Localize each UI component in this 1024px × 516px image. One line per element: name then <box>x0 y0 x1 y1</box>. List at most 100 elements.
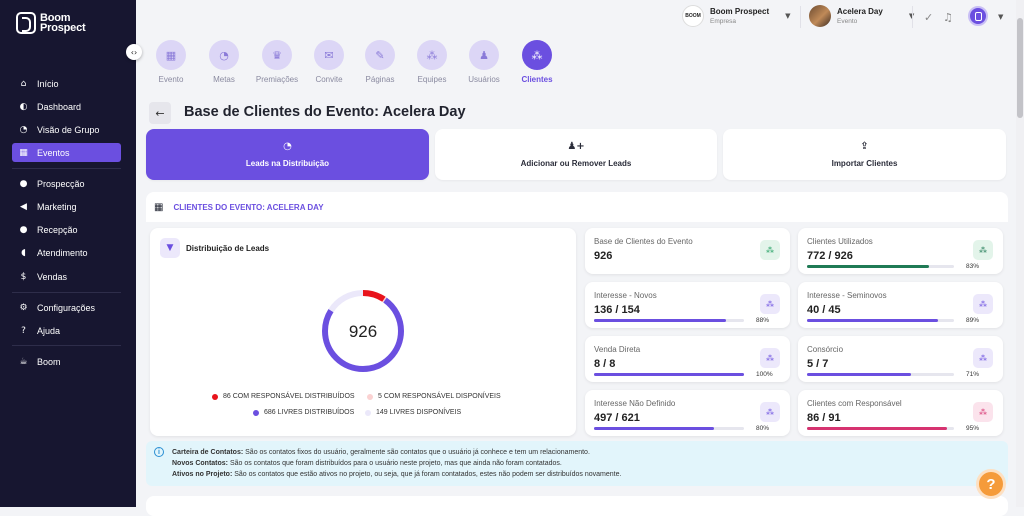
sidebar-item-label: Prospecção <box>37 178 85 189</box>
users-icon: ⁂ <box>760 240 780 260</box>
info-row: Novos Contatos: São os contatos que fora… <box>172 460 562 467</box>
section-header: ▦ CLIENTES DO EVENTO: ACELERA DAY <box>146 192 1008 222</box>
sidebar-item-visao-de-grupo[interactable]: ◔ Visão de Grupo <box>12 120 121 139</box>
distribution-title: Distribuição de Leads <box>186 243 270 253</box>
collapse-sidebar-button[interactable]: ‹› <box>126 44 142 60</box>
users-icon: ⁂ <box>760 294 780 314</box>
step-icon: ✎ <box>365 40 395 70</box>
progress-fill <box>807 265 929 268</box>
tab-importar-clientes[interactable]: ⇪ Importar Clientes <box>723 129 1006 180</box>
company-name: Boom Prospect <box>710 7 770 16</box>
stat-label: Venda Direta <box>594 345 641 354</box>
bell-icon[interactable]: ♫ <box>943 11 953 24</box>
stat-value: 926 <box>594 250 613 262</box>
sidebar-item-label: Visão de Grupo <box>37 124 100 135</box>
brand-line1: Boom <box>40 12 71 24</box>
stat-value: 40 / 45 <box>807 304 841 316</box>
progress-percent: 83% <box>966 263 980 270</box>
event-avatar <box>809 5 831 27</box>
user-avatar[interactable] <box>968 6 988 26</box>
sidebar-item-marketing[interactable]: ◀ Marketing <box>12 197 121 216</box>
topbar: BOOM Boom Prospect Empresa ▼ Acelera Day… <box>136 0 1016 34</box>
nav-divider <box>12 345 121 346</box>
back-button[interactable]: ← <box>149 102 171 124</box>
step-label: Metas <box>213 75 235 84</box>
event-name: Acelera Day <box>837 7 883 16</box>
sidebar-item-eventos[interactable]: ▦ Eventos <box>12 143 121 162</box>
step-usuarios[interactable]: ♟ Usuários <box>461 40 507 84</box>
info-icon: i <box>154 447 164 457</box>
sidebar-item-label: Ajuda <box>37 325 61 336</box>
users-icon: ⁂ <box>973 294 993 314</box>
legend-item: 86 COM RESPONSÁVEL DISTRIBUÍDOS <box>212 393 355 400</box>
step-premiacoes[interactable]: ♛ Premiações <box>254 40 300 84</box>
calendar-icon: ▦ <box>19 147 28 158</box>
sidebar-item-atendimento[interactable]: ◖ Atendimento <box>12 243 121 262</box>
stat-card: Clientes com Responsável 86 / 91 ⁂ 95% <box>798 390 1003 436</box>
question-icon: ? <box>21 325 26 336</box>
event-selector[interactable]: Acelera Day Evento ▼ <box>809 5 914 27</box>
info-box: i Carteira de Contatos: São os contatos … <box>146 441 1008 486</box>
brand-logo[interactable]: Boom Prospect <box>16 12 86 34</box>
location-icon: ● <box>19 224 28 235</box>
step-label: Clientes <box>521 75 553 84</box>
sidebar-item-label: Atendimento <box>37 247 88 258</box>
sidebar-item-boom[interactable]: ☕ Boom <box>12 352 121 371</box>
progress-bar <box>807 319 954 322</box>
page-title: Base de Clientes do Evento: Acelera Day <box>184 104 466 120</box>
progress-fill <box>807 427 947 430</box>
stat-value: 86 / 91 <box>807 412 841 424</box>
progress-bar <box>807 373 954 376</box>
progress-fill <box>594 427 714 430</box>
event-type: Evento <box>837 18 858 25</box>
step-paginas[interactable]: ✎ Páginas <box>357 40 403 84</box>
section-label: CLIENTES DO EVENTO: ACELERA DAY <box>173 202 324 212</box>
stat-label: Clientes Utilizados <box>807 237 873 246</box>
sidebar-item-label: Boom <box>37 356 61 367</box>
sidebar-item-label: Início <box>37 78 59 89</box>
tab-leads-distribuicao[interactable]: ◔ Leads na Distribuição <box>146 129 429 180</box>
step-clientes[interactable]: ⁂ Clientes <box>514 40 560 84</box>
sidebar-item-label: Configurações <box>37 302 96 313</box>
funnel-icon: ▼ <box>160 238 180 258</box>
sidebar-item-prospeccao[interactable]: ● Prospecção <box>12 174 121 193</box>
sidebar-item-ajuda[interactable]: ? Ajuda <box>12 321 121 340</box>
donut-total: 926 <box>349 322 377 341</box>
sidebar-item-dashboard[interactable]: ◐ Dashboard <box>12 97 121 116</box>
progress-fill <box>807 319 938 322</box>
progress-percent: 100% <box>756 371 773 378</box>
step-label: Usuários <box>468 75 500 84</box>
step-convite[interactable]: ✉ Convite <box>306 40 352 84</box>
stat-card: Venda Direta 8 / 8 ⁂ 100% <box>585 336 790 382</box>
sidebar-item-configuracoes[interactable]: ⚙ Configurações <box>12 298 121 317</box>
step-metas[interactable]: ◔ Metas <box>201 40 247 84</box>
legend-item: 686 LIVRES DISTRIBUÍDOS <box>253 409 354 416</box>
page-scrollbar[interactable] <box>1016 0 1024 507</box>
upload-icon: ⇪ <box>860 141 869 152</box>
company-selector[interactable]: BOOM Boom Prospect Empresa ▼ <box>682 5 791 27</box>
legend-dot-icon <box>365 409 371 416</box>
company-logo: BOOM <box>682 5 704 27</box>
progress-percent: 80% <box>756 425 770 432</box>
tab-adicionar-remover-leads[interactable]: ♟+ Adicionar ou Remover Leads <box>435 129 717 180</box>
legend-label: 5 COM RESPONSÁVEL DISPONÍVEIS <box>378 393 501 400</box>
stat-card: Interesse Não Definido 497 / 621 ⁂ 80% <box>585 390 790 436</box>
check-circle-icon[interactable]: ✓ <box>924 11 934 24</box>
brand-line2: Prospect <box>40 22 86 34</box>
user-menu-chevron-icon[interactable]: ▼ <box>998 13 1004 21</box>
scrollbar-thumb[interactable] <box>1017 18 1023 118</box>
sidebar-item-label: Recepção <box>37 224 78 235</box>
calendar-icon: ▦ <box>154 201 164 213</box>
sidebar: Boom Prospect ⌂ Início ◐ Dashboard ◔ Visão de… <box>0 0 136 507</box>
help-button[interactable]: ? <box>976 469 1006 499</box>
home-icon: ⌂ <box>20 78 27 89</box>
step-evento[interactable]: ▦ Evento <box>148 40 194 84</box>
step-icon: ♛ <box>262 40 292 70</box>
progress-percent: 95% <box>966 425 980 432</box>
sidebar-item-vendas[interactable]: $ Vendas <box>12 267 121 286</box>
sidebar-item-label: Marketing <box>37 201 77 212</box>
users-icon: ⁂ <box>760 402 780 422</box>
sidebar-item-inicio[interactable]: ⌂ Início <box>12 74 121 93</box>
sidebar-item-recepcao[interactable]: ● Recepção <box>12 220 121 239</box>
step-equipes[interactable]: ⁂ Equipes <box>409 40 455 84</box>
